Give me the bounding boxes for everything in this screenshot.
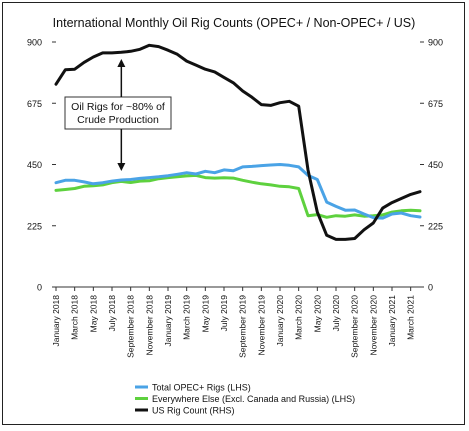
x-axis-tick-label: May 2018 [88, 295, 98, 333]
left-axis-tick-label: 0 [37, 283, 42, 293]
chart-svg: International Monthly Oil Rig Counts (OP… [27, 16, 443, 416]
axes: 0 225 450 675 900 0 225 450 675 900 January 2018 Ma… [27, 38, 443, 358]
x-axis-tick-label: July 2020 [331, 295, 341, 332]
x-axis-tick-label: September 2018 [126, 295, 136, 358]
left-axis-tick-label: 450 [27, 160, 42, 170]
x-axis-tick-label: March 2020 [294, 295, 304, 340]
series-line-1 [54, 163, 422, 220]
x-axis-tick-label: March 2019 [182, 295, 192, 340]
left-axis-tick-label: 900 [27, 38, 42, 48]
x-axis-tick-label: January 2018 [51, 295, 61, 347]
x-axis-tick-label: November 2019 [256, 295, 266, 356]
x-axis-tick-label: May 2020 [312, 295, 322, 333]
x-axis-tick-label: January 2020 [275, 295, 285, 347]
x-axis-tick-label: September 2020 [350, 295, 360, 358]
series-layer [54, 43, 422, 241]
chart-frame: International Monthly Oil Rig Counts (OP… [2, 2, 465, 425]
left-axis-tick-label: 225 [27, 221, 42, 231]
right-axis-tick-label: 225 [428, 221, 443, 231]
x-axis-tick-label: July 2019 [219, 295, 229, 332]
x-axis-tick-label: November 2018 [144, 295, 154, 356]
annotation-arrow-down-head [117, 163, 126, 171]
x-axis-tick-label: May 2019 [200, 295, 210, 333]
right-axis-tick-label: 0 [428, 283, 433, 293]
legend-label-3: US Rig Count (RHS) [152, 406, 235, 416]
left-axis-tick-label: 675 [27, 99, 42, 109]
legend: Total OPEC+ Rigs (LHS)Everywhere Else (E… [135, 383, 355, 416]
right-axis-tick-label: 675 [428, 99, 443, 109]
x-axis-tick-label: March 2018 [70, 295, 80, 340]
right-axis-tick-label: 450 [428, 160, 443, 170]
annotation-arrow-up-head [117, 59, 126, 67]
x-axis-tick-label: March 2021 [406, 295, 416, 340]
series-line-3 [54, 43, 422, 241]
chart-title: International Monthly Oil Rig Counts (OP… [53, 16, 416, 30]
x-axis-tick-label: January 2019 [163, 295, 173, 347]
annotation-text-line: Crude Production [77, 114, 159, 126]
x-axis-tick-label: July 2018 [107, 295, 117, 332]
x-axis-tick-label: January 2021 [387, 295, 397, 347]
x-axis-tick-label: September 2019 [238, 295, 248, 358]
annotation-text-line: Oil Rigs for ~80% of [71, 101, 165, 113]
legend-label-1: Total OPEC+ Rigs (LHS) [152, 383, 251, 393]
x-axis-tick-label: November 2020 [368, 295, 378, 356]
legend-label-2: Everywhere Else (Excl. Canada and Russia… [152, 394, 355, 404]
right-axis-tick-label: 900 [428, 38, 443, 48]
annotation-box [64, 96, 172, 130]
